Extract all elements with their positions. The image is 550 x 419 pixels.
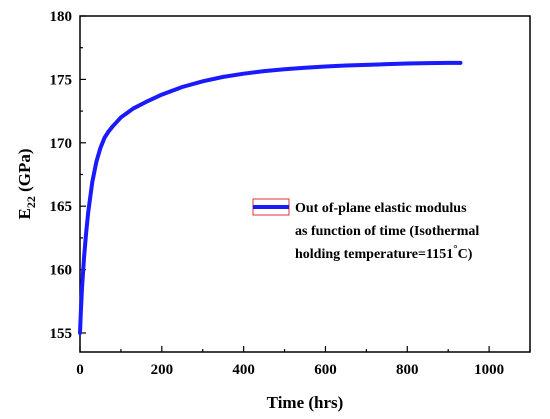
y-tick-label: 165	[50, 199, 73, 215]
legend-label-line: Out of-plane elastic modulus	[295, 201, 467, 216]
y-axis-title-unit: (GPa)	[15, 148, 34, 196]
y-axis-title: E22 (GPa)	[15, 148, 38, 219]
legend-degree-symbol: °	[453, 243, 457, 255]
legend: Out of-plane elastic modulus as function …	[252, 198, 479, 262]
axis-labels: Time (hrs) E22 (GPa)	[15, 148, 343, 412]
y-tick-label: 175	[50, 72, 73, 88]
x-axis-title: Time (hrs)	[267, 393, 344, 412]
y-tick-label: 180	[50, 9, 73, 25]
legend-label-line: as function of time (Isothermal	[295, 224, 479, 239]
legend-unit: C)	[458, 247, 473, 262]
axes: 0 200 400 600 800 1000 155 160 165 170 175 180	[50, 9, 531, 378]
y-tick-label: 160	[50, 263, 73, 279]
legend-label-line: holding temperature=1151°C)	[295, 243, 473, 262]
x-tick-label: 800	[396, 362, 419, 378]
y-axis-title-subscript: 22	[24, 196, 38, 208]
x-tick-label: 400	[232, 362, 255, 378]
series-line	[78, 60, 463, 335]
y-tick-label: 155	[50, 326, 73, 342]
series-layer	[78, 60, 463, 335]
x-tick-label: 1000	[474, 362, 504, 378]
y-tick-label: 170	[50, 136, 73, 152]
x-tick-label: 0	[76, 362, 84, 378]
x-tick-label: 200	[151, 362, 174, 378]
plot-frame	[79, 15, 531, 353]
y-axis-title-main: E	[15, 208, 34, 219]
x-tick-label: 600	[314, 362, 337, 378]
